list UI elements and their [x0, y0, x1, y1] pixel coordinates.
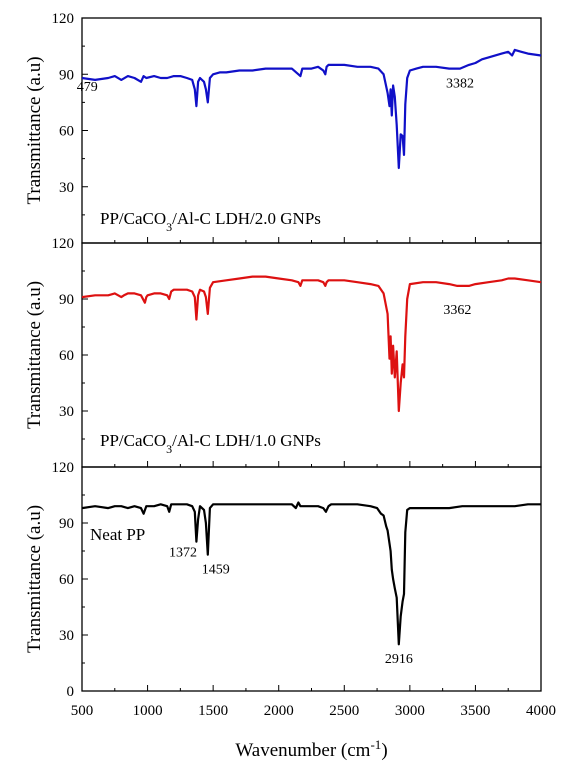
panel-label: PP/CaCO3/Al-C LDH/1.0 GNPs [100, 431, 321, 456]
label-part: /Al-C LDH/2.0 GNPs [172, 209, 321, 228]
label-part: 3 [166, 442, 172, 456]
y-tick-label: 90 [59, 516, 74, 532]
peak-annotation: 3362 [443, 303, 471, 318]
y-tick-label: 120 [52, 11, 75, 27]
spectrum-line [81, 275, 542, 413]
y-tick-label: 60 [59, 348, 74, 364]
x-tick-label: 3000 [395, 703, 425, 719]
y-axis-title: Transmittance (a.u) [24, 56, 45, 204]
x-axis-title-group: Wavenumber (cm-1) [235, 737, 387, 762]
x-tick-label: 4000 [526, 703, 556, 719]
y-axis-title: Transmittance (a.u) [24, 505, 45, 653]
panel-1-0-gnps: 30 60 90 120 Transmittance (a.u) 3362 PP/CaCO3… [24, 236, 542, 468]
x-tick-label: 1500 [198, 703, 228, 719]
y-tick-label: 60 [59, 572, 74, 588]
x-tick-label: 500 [71, 703, 94, 719]
y-tick-label: 90 [59, 292, 74, 308]
panel-label: Neat PP [90, 525, 145, 544]
peak-annotation: 479 [77, 80, 98, 95]
peak-annotation: 2916 [385, 652, 413, 667]
plot-frame [81, 466, 542, 692]
x-tick-label: 3500 [460, 703, 490, 719]
x-tick-label: 1000 [133, 703, 163, 719]
label-part: Neat PP [90, 525, 145, 544]
label-part: PP/CaCO [100, 431, 166, 450]
x-tick-label: 2500 [329, 703, 359, 719]
xlabel-part: ) [381, 740, 387, 761]
y-tick-label: 120 [52, 236, 75, 252]
peak-annotation: 3382 [446, 76, 474, 91]
y-tick-label: 30 [59, 180, 74, 196]
y-tick-label: 120 [52, 460, 75, 476]
y-tick-label: 60 [59, 124, 74, 140]
y-tick-label: 30 [59, 404, 74, 420]
spectrum-line [81, 501, 541, 646]
x-tick-label: 2000 [264, 703, 294, 719]
x-axis-title: Wavenumber (cm-1) [235, 737, 387, 762]
xlabel-part: -1 [370, 737, 381, 752]
panel-2-0-gnps: 30 60 90 120 Transmittance (a.u) 479 3382 PP/Ca… [24, 11, 542, 244]
y-tick-label: 0 [67, 684, 75, 700]
peak-annotation: 1459 [202, 562, 230, 577]
xlabel-part: Wavenumber (cm [235, 740, 370, 761]
y-tick-label: 30 [59, 628, 74, 644]
y-axis-title: Transmittance (a.u) [24, 281, 45, 429]
spectrum-line [81, 48, 542, 170]
label-part: 3 [166, 220, 172, 234]
label-part: /Al-C LDH/1.0 GNPs [172, 431, 321, 450]
peak-annotation: 1372 [169, 546, 197, 561]
label-part: PP/CaCO [100, 209, 166, 228]
panel-neat-pp: 0 30 60 90 120 Transmittance (a.u) 1372 1459 291… [24, 460, 556, 719]
panel-label: PP/CaCO3/Al-C LDH/2.0 GNPs [100, 209, 321, 234]
y-tick-label: 90 [59, 67, 74, 83]
